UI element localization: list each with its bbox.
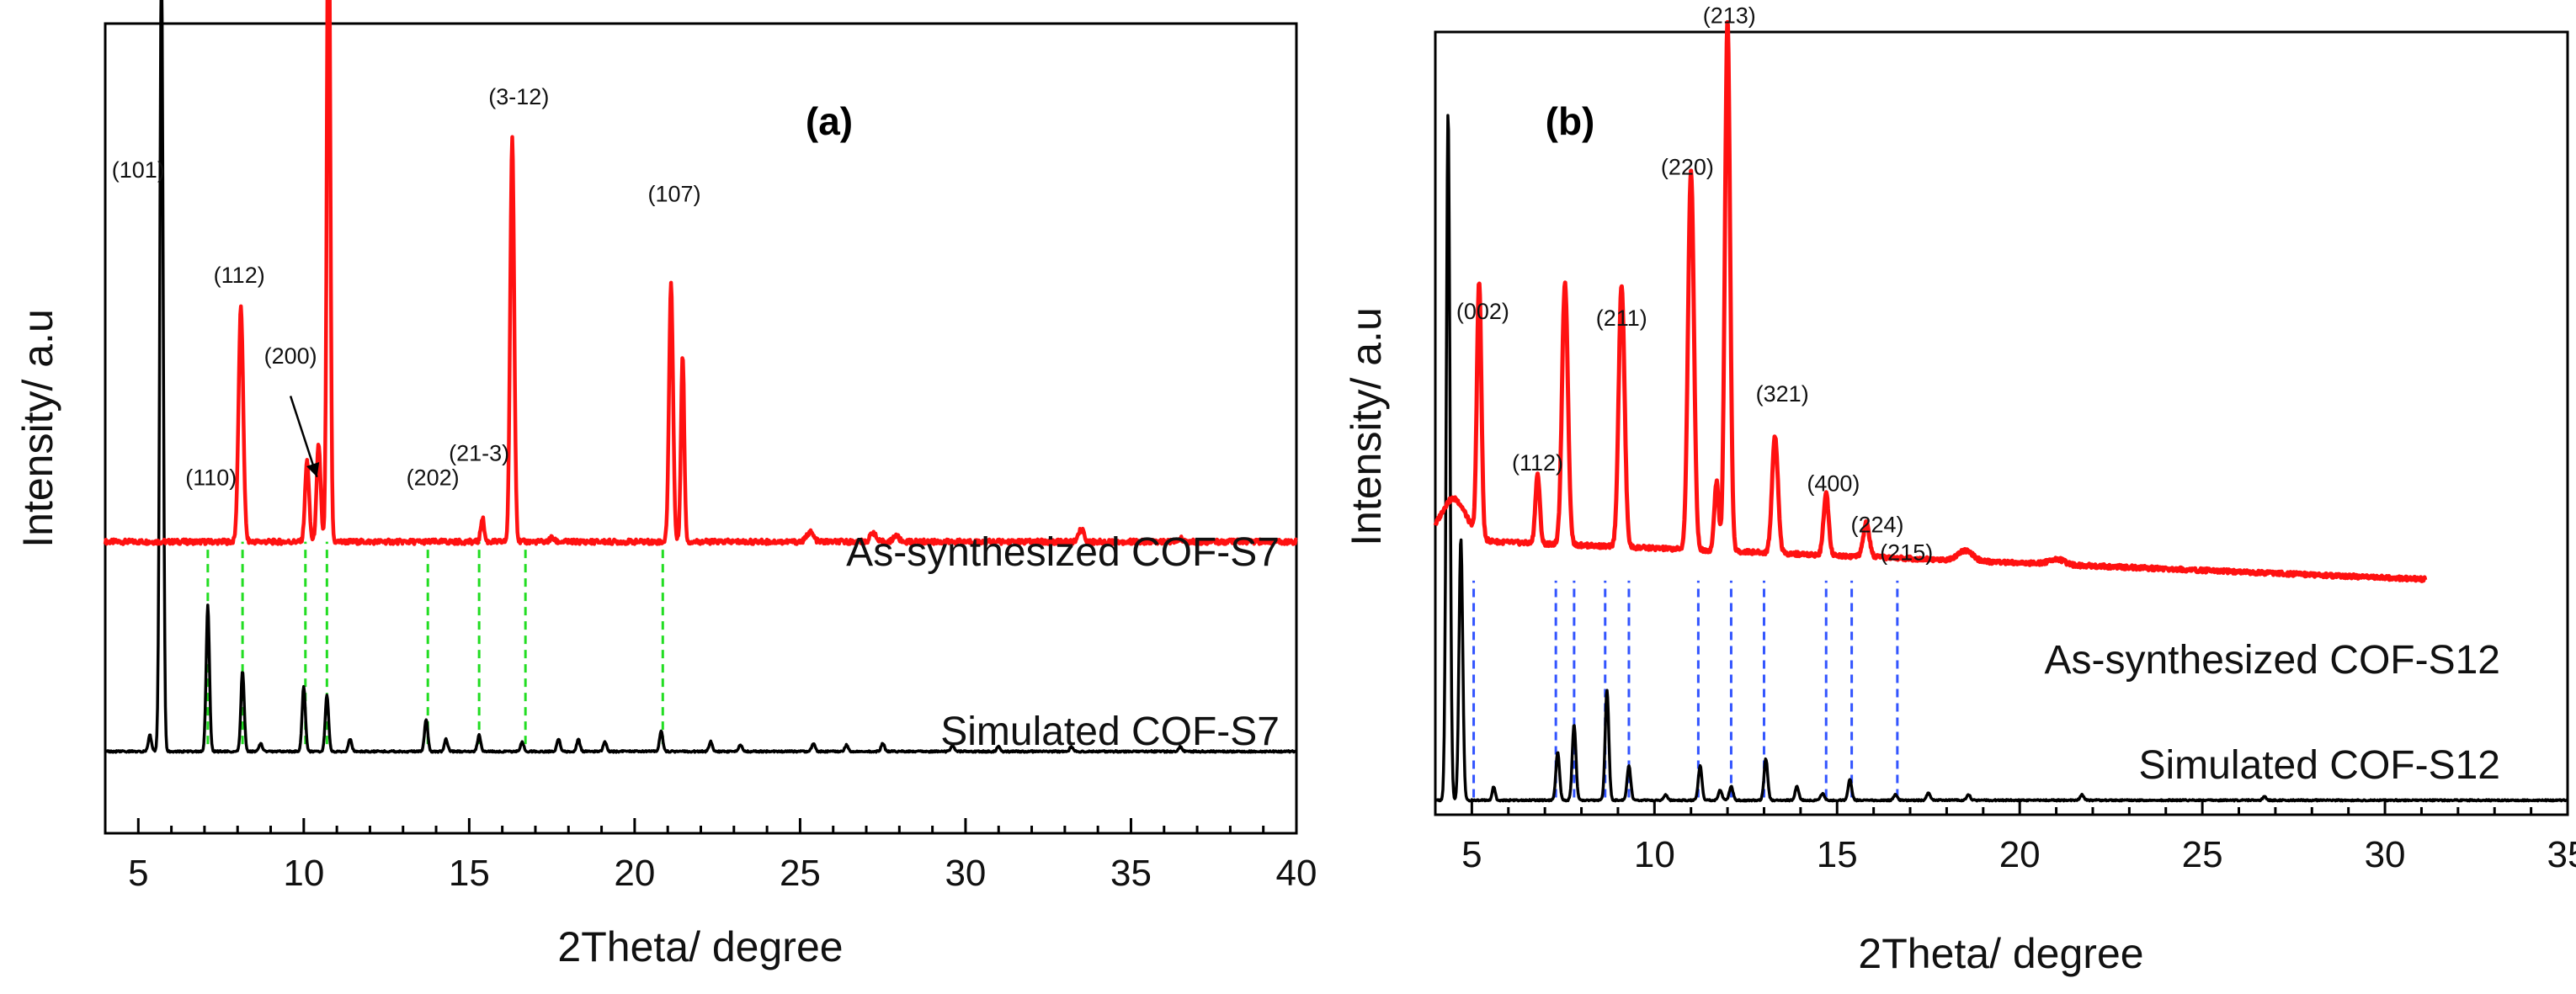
panel-a-x-tick-label: 40 [1276, 853, 1317, 894]
panel-b-x-tick-label: 30 [2365, 834, 2406, 875]
panel-b-x-tick-label: 25 [2182, 834, 2223, 875]
panel-b-x-tick-label: 20 [1999, 834, 2041, 875]
panel-a-annotation-arrow [289, 396, 318, 478]
panel-b-peak-label: (112) [1512, 450, 1563, 476]
panel-a-x-tick-label: 10 [283, 853, 324, 894]
panel-a-x-ticks: 5 10 15 20 25 30 35 40 [104, 818, 1317, 894]
panel-b-y-axis-title: Intensity/ a.u [1343, 307, 1390, 546]
panel-b-peak-label: (211) [1596, 306, 1647, 331]
panel-a-series-experimental-label: As-synthesized COF-S7 [846, 530, 1280, 575]
panel-a-experimental-trace [103, 0, 1298, 546]
panel-a-label: (a) [806, 99, 853, 143]
panel-b-x-tick-label: 5 [1461, 834, 1482, 875]
panel-a-peak-labels: (101)(110)(112)(200)(202)(202)(21-3)(3-1… [112, 84, 701, 490]
panel-a-peak-label: (110) [185, 465, 237, 490]
panel-b-experimental-trace [1433, 19, 2428, 583]
panel-a-guides [206, 541, 664, 745]
panel-a-simulated-trace [104, 0, 1297, 754]
panel-a-peak-label: (112) [214, 263, 265, 288]
panel-a-x-tick-label: 20 [614, 853, 655, 894]
panel-a-peak-label: (21-3) [449, 440, 509, 465]
panel-a-x-tick-label: 30 [945, 853, 986, 894]
panel-a-x-tick-label: 25 [780, 853, 821, 894]
panel-b-label: (b) [1546, 99, 1595, 143]
panel-a-peak-label: (202) [407, 465, 460, 490]
panel-a-peak-label: (101) [112, 157, 165, 183]
panel-a-x-axis-title: 2Theta/ degree [557, 923, 843, 970]
panel-b-peak-label: (321) [1756, 381, 1809, 407]
panel-b-series-experimental-label: As-synthesized COF-S12 [2044, 638, 2500, 683]
panel-b-x-ticks: 5 10 15 20 25 30 35 [1434, 800, 2576, 875]
panel-a-x-tick-label: 35 [1110, 853, 1152, 894]
panel-b-x-axis-title: 2Theta/ degree [1858, 930, 2143, 977]
panel-b-x-tick-label: 15 [1817, 834, 1858, 875]
panel-b-guides [1472, 580, 1899, 798]
panel-b-peak-label: (400) [1807, 471, 1860, 497]
panel-b-x-tick-label: 35 [2547, 834, 2576, 875]
panel-b-series-simulated-label: Simulated COF-S12 [2139, 743, 2501, 788]
panel-b-frame [1434, 30, 2569, 816]
panel-b-peak-label: (215) [1880, 540, 1933, 565]
panel-a-x-tick-label: 15 [449, 853, 490, 894]
panel-a-arrowhead [306, 462, 320, 477]
panel-b-peak-label: (224) [1850, 513, 1903, 538]
panel-b-peak-labels: (002) (112) (211) (220) (213) (321) (400) (224)… [1456, 3, 1933, 565]
panel-b-x-tick-label: 10 [1634, 834, 1675, 875]
panel-a-x-tick-label: 5 [128, 853, 148, 894]
panel-b-simulated-trace [1434, 114, 2569, 803]
panel-b-peak-label: (220) [1661, 154, 1714, 179]
panel-a-series-simulated-label: Simulated COF-S7 [940, 710, 1280, 754]
panel-a: 5 10 15 20 25 30 35 40 (101) (110) (112) (200) (202… [14, 0, 1317, 970]
panel-a-peak-label: (200) [264, 343, 317, 369]
panel-b-peak-label: (002) [1456, 299, 1509, 324]
panel-a-peak-label: (107) [648, 182, 701, 207]
panel-b-peak-label: (213) [1703, 3, 1756, 28]
panel-a-peak-label: (3-12) [488, 84, 549, 109]
panel-a-y-axis-title: Intensity/ a.u [14, 309, 61, 548]
